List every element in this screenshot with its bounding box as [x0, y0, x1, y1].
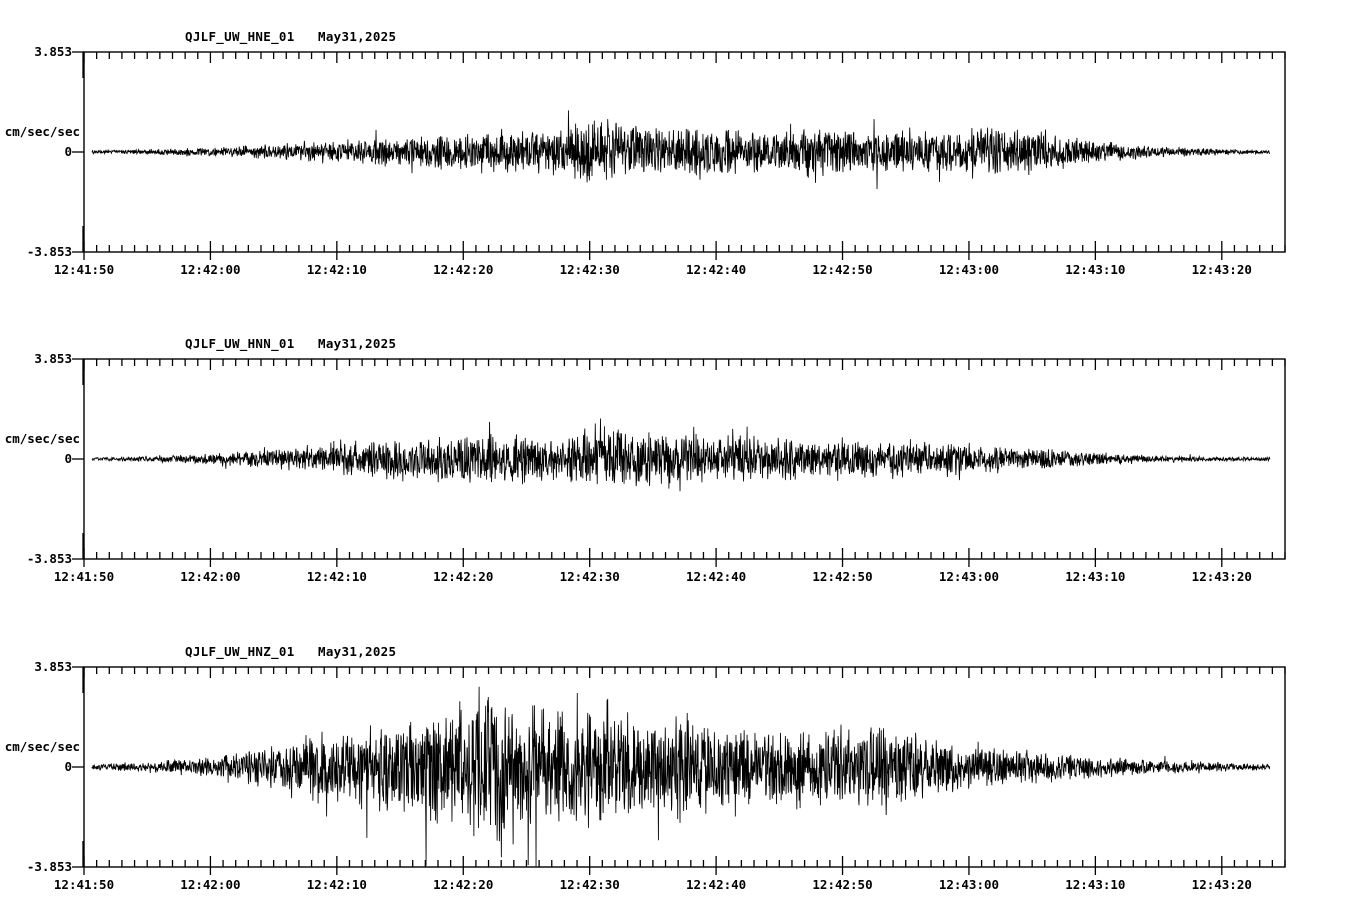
y-axis-tick-label: -3.853 [26, 244, 72, 259]
y-axis-units-label: cm/sec/sec [4, 431, 80, 446]
x-axis-tick-label: 12:43:00 [938, 262, 1000, 277]
y-axis-tick-label: 3.853 [34, 351, 72, 366]
y-axis-units-label: cm/sec/sec [4, 739, 80, 754]
x-axis-tick-label: 12:42:00 [180, 569, 241, 584]
x-axis-tick-label: 12:43:00 [938, 569, 1000, 584]
x-axis-tick-label: 12:43:10 [1065, 877, 1126, 892]
x-axis-tick-label: 12:42:50 [812, 569, 873, 584]
x-axis-tick-label: 12:42:40 [685, 262, 747, 277]
x-axis-tick-label: 12:42:40 [685, 877, 747, 892]
y-axis-tick-label: 0 [64, 451, 72, 466]
y-axis-tick-label: -3.853 [26, 551, 72, 566]
x-axis-tick-label: 12:42:30 [559, 262, 620, 277]
waveform-plot [72, 51, 1286, 260]
y-axis-tick-label: 3.853 [34, 659, 72, 674]
x-axis-tick-label: 12:42:20 [433, 877, 494, 892]
y-axis-tick-label: 3.853 [34, 44, 72, 59]
waveform-plot [72, 358, 1286, 567]
x-axis-tick-label: 12:42:30 [559, 877, 620, 892]
x-axis-tick-label: 12:43:00 [938, 877, 1000, 892]
panel-title: QJLF_UW_HNZ_01 May31,2025 [185, 644, 397, 659]
waveform-trace [91, 418, 1271, 492]
x-axis-tick-label: 12:43:20 [1191, 569, 1252, 584]
x-axis-tick-label: 12:42:00 [180, 262, 241, 277]
x-axis-tick-label: 12:42:10 [306, 569, 367, 584]
x-axis-tick-label: 12:43:10 [1065, 569, 1126, 584]
x-axis-tick-label: 12:42:40 [685, 569, 747, 584]
x-axis-tick-label: 12:41:50 [53, 569, 115, 584]
axis-ticks [72, 358, 1286, 567]
y-axis-tick-label: -3.853 [26, 859, 72, 874]
x-axis-tick-label: 12:43:10 [1065, 262, 1126, 277]
panel-title: QJLF_UW_HNN_01 May31,2025 [185, 336, 397, 351]
waveform-plot [72, 666, 1286, 875]
y-axis-tick-label: 0 [64, 144, 72, 159]
waveform-trace [91, 686, 1271, 867]
x-axis-tick-label: 12:41:50 [53, 262, 115, 277]
y-axis-tick-label: 0 [64, 759, 72, 774]
x-axis-tick-label: 12:42:00 [180, 877, 241, 892]
seismogram-panel: QJLF_UW_HNN_01 May31,2025 3.853 0 -3.853 cm/… [0, 329, 1358, 599]
x-axis-tick-label: 12:41:50 [53, 877, 115, 892]
panel-title: QJLF_UW_HNE_01 May31,2025 [185, 29, 397, 44]
x-axis-tick-label: 12:42:10 [306, 262, 367, 277]
x-axis-tick-label: 12:42:10 [306, 877, 367, 892]
x-axis-tick-label: 12:43:20 [1191, 877, 1252, 892]
x-axis-tick-label: 12:42:50 [812, 262, 873, 277]
waveform-trace [91, 110, 1271, 190]
x-axis-tick-label: 12:43:20 [1191, 262, 1252, 277]
seismogram-panel: QJLF_UW_HNZ_01 May31,2025 3.853 0 -3.853 cm/… [0, 637, 1358, 907]
x-axis-tick-label: 12:42:20 [433, 262, 494, 277]
axis-ticks [72, 666, 1286, 875]
y-axis-units-label: cm/sec/sec [4, 124, 80, 139]
x-axis-tick-label: 12:42:50 [812, 877, 873, 892]
x-axis-tick-label: 12:42:20 [433, 569, 494, 584]
seismogram-panel: QJLF_UW_HNE_01 May31,2025 3.853 0 -3.853 cm/… [0, 22, 1358, 292]
axis-ticks [72, 51, 1286, 260]
x-axis-tick-label: 12:42:30 [559, 569, 620, 584]
